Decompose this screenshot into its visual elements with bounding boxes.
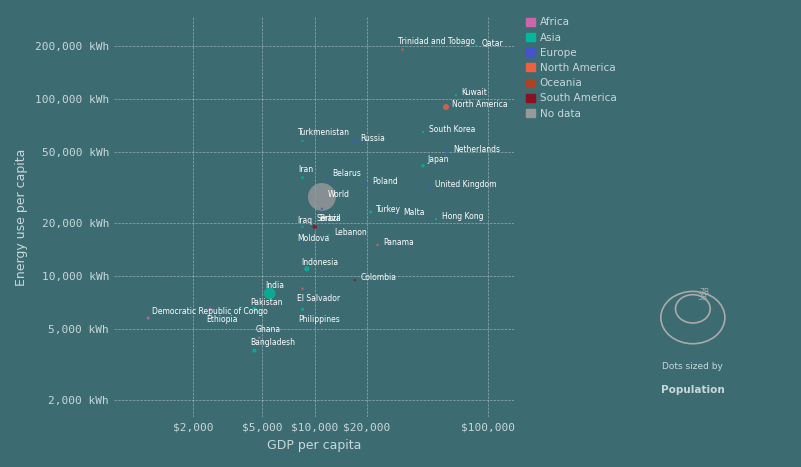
Point: [440, 103, 453, 111]
Point: [391, 212, 404, 219]
Text: Malta: Malta: [403, 208, 425, 218]
Point: [248, 305, 261, 313]
Text: Population: Population: [661, 385, 725, 395]
Text: North America: North America: [452, 100, 507, 109]
Point: [441, 149, 453, 156]
Point: [396, 46, 409, 53]
Point: [322, 232, 335, 239]
Text: Pakistan: Pakistan: [250, 298, 283, 307]
Point: [296, 174, 309, 181]
Point: [371, 241, 384, 249]
Text: Kuwait: Kuwait: [461, 88, 487, 97]
Text: Qatar: Qatar: [481, 39, 504, 48]
Point: [316, 205, 328, 212]
Text: Ethiopia: Ethiopia: [206, 315, 237, 324]
Point: [360, 181, 373, 188]
Text: Japan: Japan: [427, 155, 449, 163]
Text: Belarus: Belarus: [332, 169, 361, 177]
Point: [296, 285, 309, 292]
Point: [300, 265, 313, 273]
Text: Indonesia: Indonesia: [301, 258, 338, 267]
Text: Brazil: Brazil: [319, 214, 340, 223]
Text: Poland: Poland: [372, 177, 398, 186]
Text: Moldova: Moldova: [297, 234, 329, 243]
Text: Trinidad and Tobago: Trinidad and Tobago: [398, 37, 475, 46]
Text: Russia: Russia: [360, 134, 385, 143]
Point: [417, 162, 429, 170]
Point: [142, 314, 155, 322]
Point: [203, 305, 216, 313]
Text: Iraq: Iraq: [297, 216, 312, 225]
Point: [322, 176, 335, 184]
Point: [296, 305, 309, 313]
Text: Turkey: Turkey: [376, 205, 401, 214]
Text: Dots sized by: Dots sized by: [662, 362, 723, 371]
Point: [308, 223, 321, 231]
Text: Serbia: Serbia: [316, 214, 341, 223]
Text: Philippines: Philippines: [298, 315, 340, 324]
Text: South Korea: South Korea: [429, 125, 475, 134]
Point: [348, 137, 361, 145]
Text: India: India: [265, 281, 284, 290]
Text: Hong Kong: Hong Kong: [441, 212, 483, 221]
Text: Democratic Republic of Congo: Democratic Republic of Congo: [152, 307, 268, 316]
Text: 3B: 3B: [698, 293, 707, 303]
Text: Bangladesh: Bangladesh: [250, 338, 296, 347]
X-axis label: GDP per capita: GDP per capita: [267, 439, 361, 452]
Point: [449, 92, 462, 99]
Point: [253, 334, 266, 341]
Text: Netherlands: Netherlands: [453, 145, 500, 154]
Text: Turkmenistan: Turkmenistan: [298, 128, 350, 137]
Y-axis label: Energy use per capita: Energy use per capita: [15, 149, 28, 286]
Point: [264, 290, 276, 297]
Legend: Africa, Asia, Europe, North America, Oceania, South America, No data: Africa, Asia, Europe, North America, Oce…: [523, 14, 620, 122]
Text: United Kingdom: United Kingdom: [436, 180, 497, 189]
Text: Panama: Panama: [383, 238, 414, 247]
Point: [296, 241, 309, 249]
Point: [430, 215, 443, 223]
Point: [96, 393, 109, 400]
Text: 7B: 7B: [699, 288, 710, 297]
Point: [296, 137, 309, 145]
Point: [348, 276, 361, 284]
Point: [364, 208, 377, 216]
Point: [469, 42, 482, 50]
Point: [296, 223, 309, 231]
Point: [316, 193, 328, 201]
Point: [417, 128, 429, 136]
Text: Colombia: Colombia: [360, 273, 396, 282]
Text: Niger: Niger: [0, 466, 1, 467]
Text: Lebanon: Lebanon: [334, 228, 367, 237]
Text: Ghana: Ghana: [256, 325, 280, 334]
Point: [248, 347, 261, 354]
Text: El Salvador: El Salvador: [297, 294, 340, 303]
Text: Iran: Iran: [298, 165, 313, 174]
Point: [424, 183, 437, 191]
Text: World: World: [328, 190, 349, 199]
